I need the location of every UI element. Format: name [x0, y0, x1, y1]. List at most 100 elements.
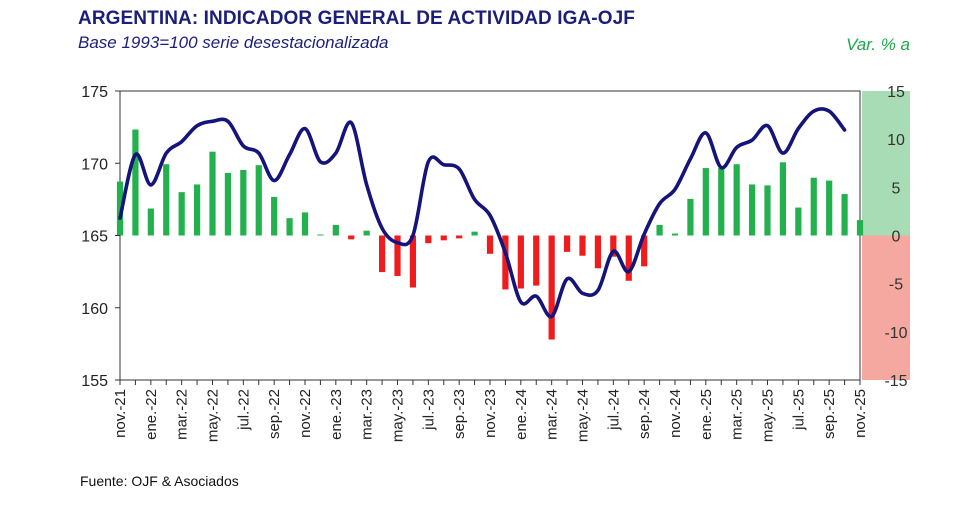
chart-subtitle: Base 1993=100 serie desestacionalizada	[78, 33, 389, 52]
x-tick-label: ene.-23	[328, 389, 345, 440]
left-tick-label: 170	[81, 156, 108, 173]
right-tick-label: -10	[884, 325, 907, 342]
bar	[363, 230, 370, 236]
x-tick-label: sep.-24	[636, 389, 653, 439]
x-tick-label: jul.-25	[790, 389, 807, 431]
bar	[394, 235, 401, 276]
x-tick-label: may.-22	[205, 389, 222, 442]
bar	[718, 168, 725, 236]
x-tick-label: jul.-22	[235, 389, 252, 431]
bar	[471, 231, 478, 236]
right-tick-label: 5	[892, 180, 901, 197]
bar	[579, 235, 586, 256]
bar	[425, 235, 432, 244]
bar	[563, 235, 571, 252]
x-tick-label: nov.-21	[112, 389, 129, 438]
right-tick-label: 0	[892, 229, 901, 246]
bar	[378, 235, 386, 273]
bar	[702, 168, 709, 236]
bar	[456, 235, 463, 239]
bar	[193, 184, 201, 236]
bar	[625, 235, 632, 281]
bar	[656, 224, 663, 236]
x-tick-label: mar.-23	[359, 389, 376, 440]
x-tick-label: mar.-25	[729, 389, 746, 440]
x-tick-label: jul.-23	[420, 389, 437, 431]
bar	[301, 212, 309, 236]
line-series	[118, 107, 847, 319]
bar	[286, 218, 293, 236]
source-note: Fuente: OJF & Asociados	[80, 473, 239, 489]
bar	[826, 180, 833, 236]
left-tick-label: 155	[81, 373, 108, 390]
left-tick-label: 160	[81, 301, 108, 318]
chart-title: ARGENTINA: INDICADOR GENERAL DE ACTIVIDA…	[78, 8, 635, 29]
bar	[209, 151, 216, 236]
bar	[440, 235, 447, 241]
bar	[163, 164, 170, 236]
bar-series	[116, 129, 864, 340]
x-tick-label: nov.-24	[667, 389, 684, 438]
x-tick-label: sep.-22	[266, 389, 283, 439]
x-tick-label: nov.-23	[482, 389, 499, 438]
x-tick-label: jul.-24	[605, 389, 622, 431]
bar	[132, 129, 139, 236]
right-tick-label: -15	[884, 373, 907, 390]
bar	[748, 184, 756, 236]
negative-band	[862, 235, 910, 380]
bar	[147, 208, 154, 236]
left-tick-label: 165	[81, 229, 108, 246]
bar	[317, 234, 324, 236]
x-tick-label: ene.-24	[513, 389, 530, 440]
bar	[733, 164, 740, 236]
bar	[255, 165, 262, 236]
x-tick-label: mar.-24	[544, 389, 561, 440]
x-tick-label: nov.-25	[852, 389, 869, 438]
left-axis: 155 160 165 170 175	[81, 84, 120, 390]
bar	[641, 235, 648, 267]
x-axis: nov.-21 ene.-22 mar.-22 may.-22 jul.-22 sep.-…	[112, 380, 869, 442]
positive-band	[862, 91, 910, 236]
bar	[610, 235, 617, 257]
bar	[810, 177, 817, 236]
x-tick-label: may.-24	[575, 389, 592, 442]
right-tick-label: -5	[889, 277, 903, 294]
bar	[795, 207, 802, 236]
bar	[502, 235, 509, 290]
bar	[486, 235, 494, 254]
x-tick-label: ene.-22	[143, 389, 160, 440]
x-tick-label: mar.-22	[174, 389, 191, 440]
bar	[517, 235, 524, 289]
right-tick-label: 10	[887, 132, 905, 149]
bar	[332, 224, 339, 236]
bar	[779, 162, 787, 236]
bar	[178, 192, 185, 236]
bar	[856, 220, 864, 236]
x-tick-label: sep.-23	[451, 389, 468, 439]
x-tick-label: sep.-25	[821, 389, 838, 439]
x-tick-label: may.-25	[760, 389, 777, 442]
bar	[348, 235, 355, 240]
bar	[671, 233, 679, 236]
x-tick-label: ene.-25	[698, 389, 715, 440]
x-tick-label: nov.-22	[297, 389, 314, 438]
right-axis-title: Var. % a	[846, 35, 910, 54]
bar	[841, 194, 848, 236]
right-axis-bands	[862, 91, 910, 380]
bar	[271, 196, 278, 236]
right-axis: 15 10 5 0 -5 -10 -15	[884, 84, 907, 390]
bar	[764, 185, 771, 236]
bar	[224, 172, 232, 236]
bar	[548, 235, 555, 340]
bar	[240, 169, 247, 236]
bar	[116, 181, 124, 236]
left-tick-label: 175	[81, 84, 108, 101]
iga-line	[118, 107, 847, 319]
x-tick-label: may.-23	[390, 389, 407, 442]
bar	[687, 198, 694, 236]
bar	[533, 235, 540, 286]
right-tick-label: 15	[887, 84, 905, 101]
bar	[594, 235, 602, 269]
bar	[409, 235, 417, 288]
